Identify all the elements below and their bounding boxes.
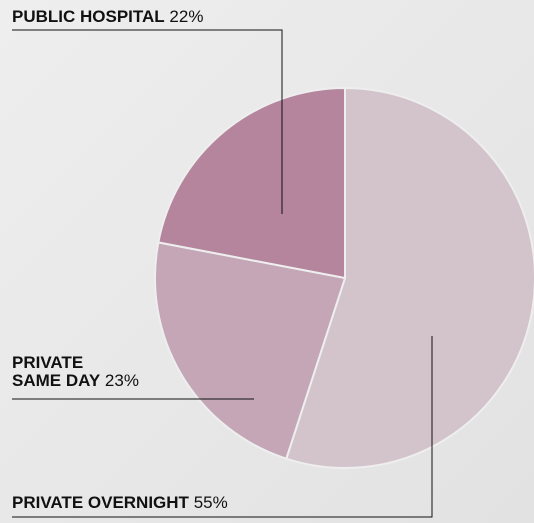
category-name: PUBLIC HOSPITAL (12, 7, 165, 26)
pie-slice (157, 86, 346, 280)
label-text: PUBLIC HOSPITAL 22% (12, 7, 203, 26)
category-name: PRIVATE (12, 353, 83, 372)
pie-slice (285, 86, 534, 469)
leader-line (12, 336, 433, 518)
label-text: PRIVATE OVERNIGHT 55% (12, 493, 228, 512)
slice-label: PRIVATE OVERNIGHT 55% (12, 493, 228, 512)
category-name: PRIVATE OVERNIGHT (12, 493, 190, 512)
value-label: 55% (194, 493, 228, 512)
label-text: PRIVATE (12, 353, 83, 372)
label-text: SAME DAY 23% (12, 371, 139, 390)
value-label: 22% (169, 7, 203, 26)
leader-line (12, 29, 283, 214)
category-name: SAME DAY (12, 371, 101, 390)
value-label: 23% (105, 371, 139, 390)
slice-label: PUBLIC HOSPITAL 22% (12, 7, 203, 26)
pie-slice (154, 241, 347, 460)
